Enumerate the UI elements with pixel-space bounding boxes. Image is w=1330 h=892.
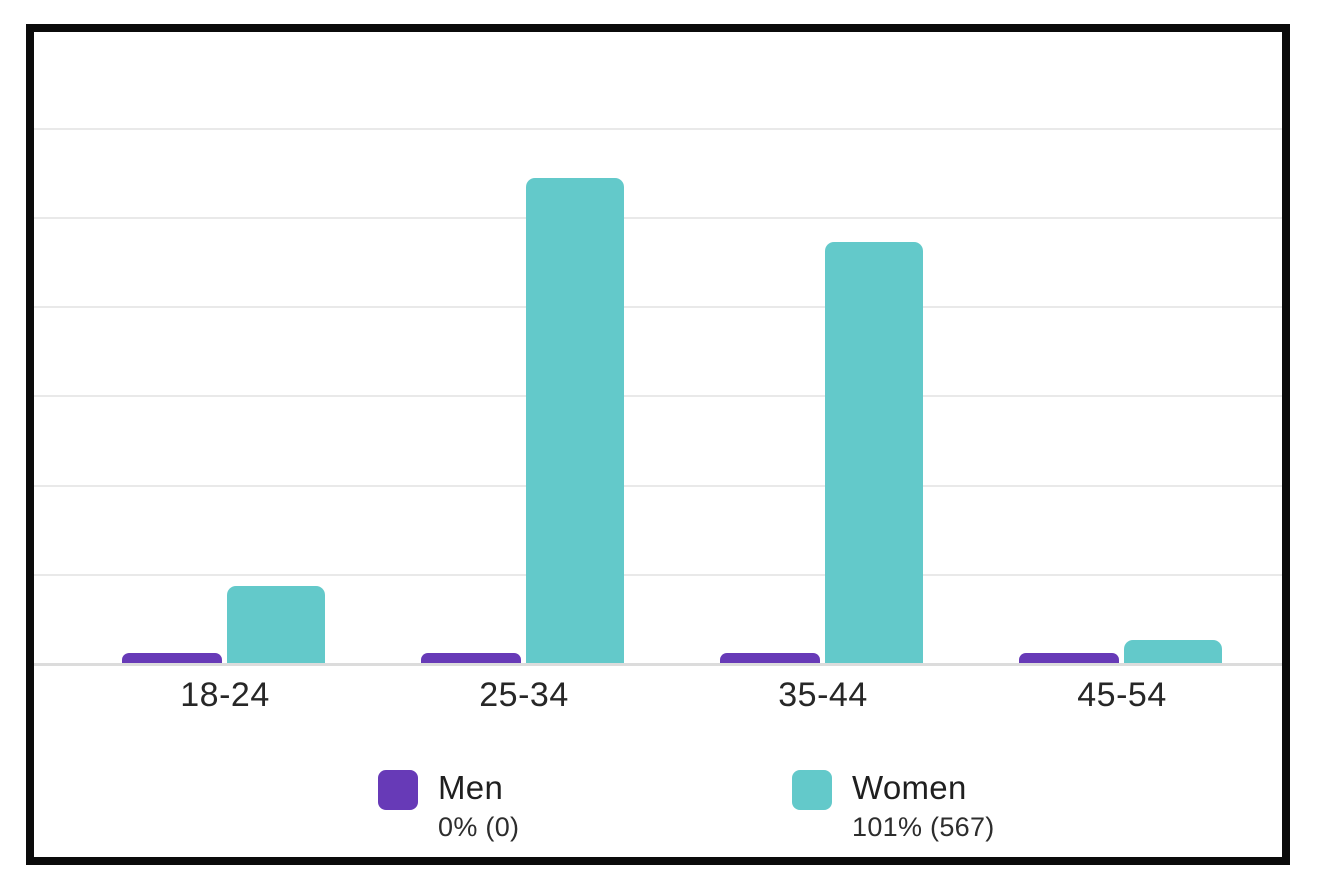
bar-men-18-24 — [122, 653, 222, 663]
bar-chart-plot-area: 18-24 25-34 35-44 45-54 Men 0% (0) Women 10… — [34, 32, 1282, 857]
legend-item-men: Men 0% (0) — [378, 766, 519, 844]
men-legend-label: Men — [438, 769, 504, 806]
chart-frame: 18-24 25-34 35-44 45-54 Men 0% (0) Women 10… — [26, 24, 1290, 865]
women-legend-label: Women — [852, 769, 967, 806]
bar-men-45-54 — [1019, 653, 1119, 663]
gridline — [34, 306, 1282, 308]
gridline — [34, 395, 1282, 397]
x-axis-label-35-44: 35-44 — [778, 676, 868, 714]
gridline — [34, 485, 1282, 487]
x-axis-label-18-24: 18-24 — [180, 676, 270, 714]
legend-item-women: Women 101% (567) — [792, 766, 995, 844]
men-legend-swatch — [378, 770, 418, 810]
gridline — [34, 217, 1282, 219]
bar-men-35-44 — [720, 653, 820, 663]
bar-women-35-44 — [825, 242, 923, 663]
women-legend-swatch — [792, 770, 832, 810]
bar-women-25-34 — [526, 178, 624, 663]
bar-women-18-24 — [227, 586, 325, 663]
women-legend-summary: 101% (567) — [852, 812, 995, 842]
x-axis-baseline — [34, 663, 1282, 666]
x-axis-label-25-34: 25-34 — [479, 676, 569, 714]
gridline — [34, 574, 1282, 576]
bar-women-45-54 — [1124, 640, 1222, 663]
x-axis-label-45-54: 45-54 — [1077, 676, 1167, 714]
bar-men-25-34 — [421, 653, 521, 663]
men-legend-summary: 0% (0) — [438, 812, 520, 842]
gridline — [34, 128, 1282, 130]
